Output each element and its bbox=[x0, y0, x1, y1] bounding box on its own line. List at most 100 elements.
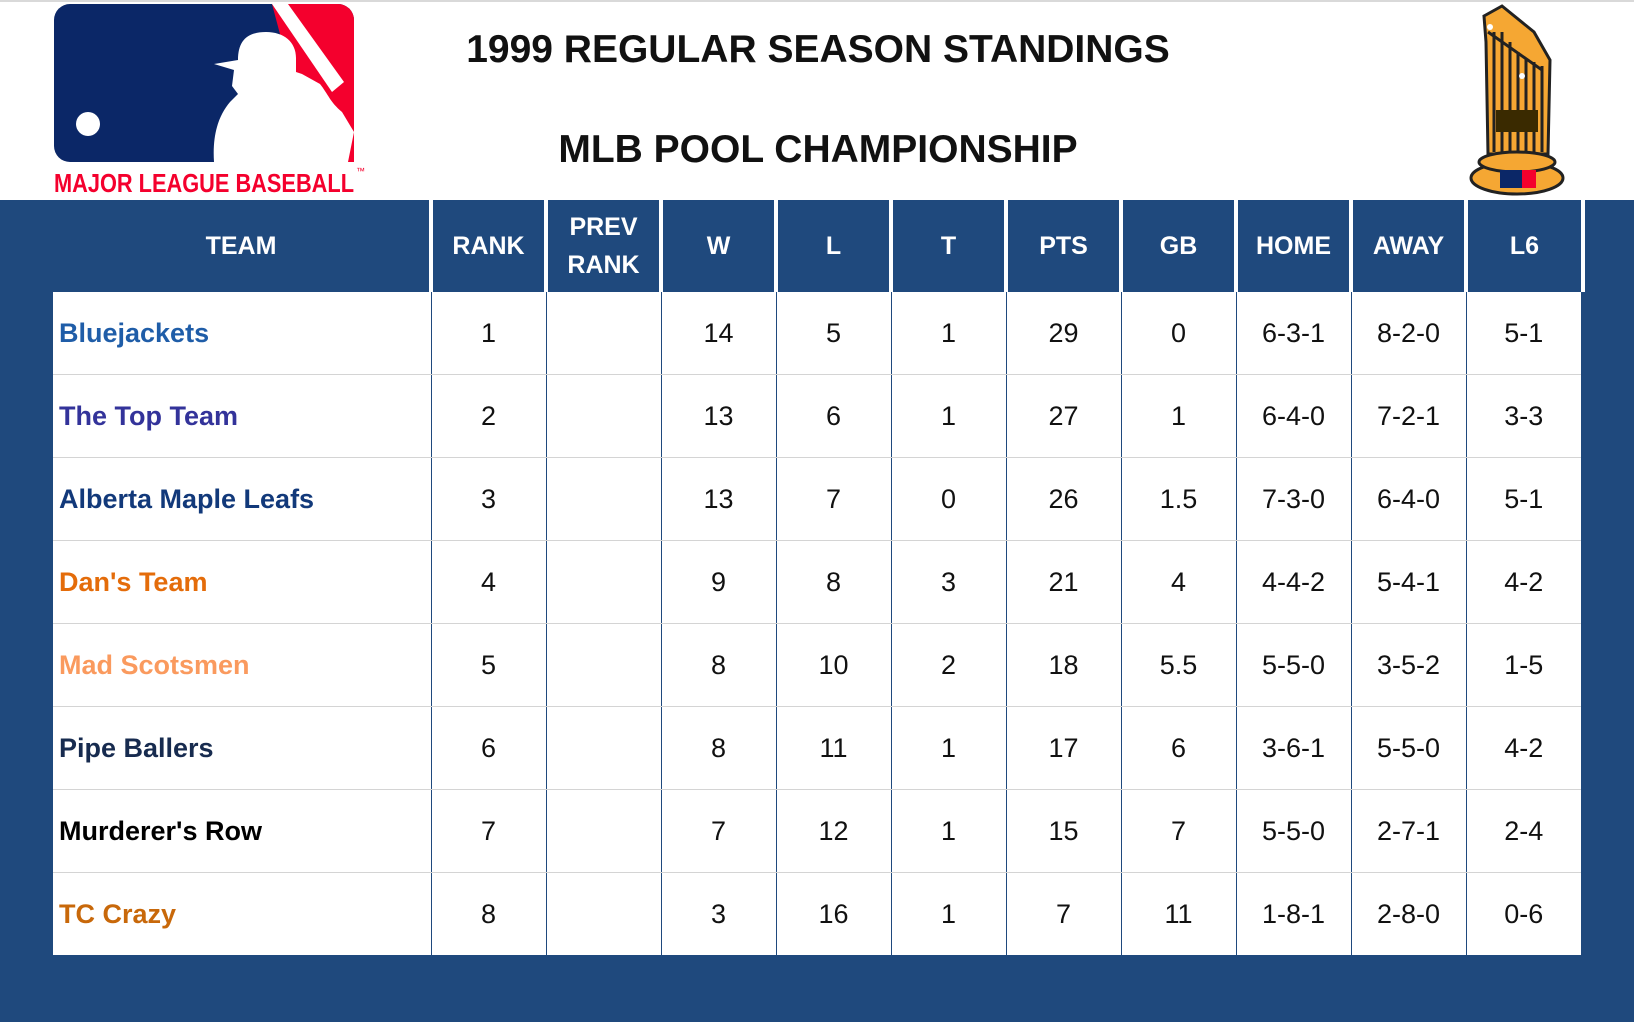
page-title: 1999 REGULAR SEASON STANDINGS bbox=[466, 28, 1170, 71]
col-t: T bbox=[889, 200, 1006, 292]
cell-l6: 5-1 bbox=[1465, 292, 1581, 375]
cell-gb: 5.5 bbox=[1120, 623, 1236, 707]
cell-l6: 0-6 bbox=[1465, 872, 1581, 955]
cell-l: 12 bbox=[775, 789, 891, 873]
cell-l6: 1-5 bbox=[1465, 623, 1581, 707]
cell-t: 0 bbox=[890, 457, 1006, 541]
col-w: W bbox=[659, 200, 776, 292]
cell-w: 13 bbox=[660, 374, 776, 458]
cell-l: 5 bbox=[775, 292, 891, 375]
top-border bbox=[0, 0, 1634, 2]
cell-rank: 4 bbox=[430, 540, 546, 624]
cell-gb: 6 bbox=[1120, 706, 1236, 790]
cell-t: 3 bbox=[890, 540, 1006, 624]
cell-home: 3-6-1 bbox=[1235, 706, 1351, 790]
cell-away: 3-5-2 bbox=[1350, 623, 1466, 707]
cell-home: 1-8-1 bbox=[1235, 872, 1351, 955]
table-row: Mad Scotsmen 5 8 10 2 18 5.5 5-5-0 3-5-2 1-5 bbox=[53, 623, 1581, 707]
cell-prev bbox=[545, 540, 661, 624]
cell-team: The Top Team bbox=[53, 374, 431, 458]
col-gb: GB bbox=[1119, 200, 1236, 292]
cell-w: 14 bbox=[660, 292, 776, 375]
header-divider bbox=[1581, 200, 1585, 292]
cell-t: 1 bbox=[890, 706, 1006, 790]
cell-team: Dan's Team bbox=[53, 540, 431, 624]
cell-l: 8 bbox=[775, 540, 891, 624]
table-row: Dan's Team 4 9 8 3 21 4 4-4-2 5-4-1 4-2 bbox=[53, 540, 1581, 624]
cell-w: 9 bbox=[660, 540, 776, 624]
cell-l: 6 bbox=[775, 374, 891, 458]
logo-text: MAJOR LEAGUE BASEBALL bbox=[54, 168, 354, 198]
cell-prev bbox=[545, 457, 661, 541]
cell-l6: 5-1 bbox=[1465, 457, 1581, 541]
cell-home: 7-3-0 bbox=[1235, 457, 1351, 541]
cell-w: 3 bbox=[660, 872, 776, 955]
cell-prev bbox=[545, 706, 661, 790]
cell-gb: 11 bbox=[1120, 872, 1236, 955]
col-prev-rank: PREV RANK bbox=[544, 200, 661, 292]
cell-home: 4-4-2 bbox=[1235, 540, 1351, 624]
cell-prev bbox=[545, 623, 661, 707]
cell-team: Murderer's Row bbox=[53, 789, 431, 873]
col-l6: L6 bbox=[1464, 200, 1581, 292]
cell-pts: 29 bbox=[1005, 292, 1121, 375]
table-row: TC Crazy 8 3 16 1 7 11 1-8-1 2-8-0 0-6 bbox=[53, 872, 1581, 955]
col-home: HOME bbox=[1234, 200, 1351, 292]
standings-table: TEAM RANK PREV RANK W L T PTS GB HOME AWA… bbox=[53, 200, 1581, 955]
header-row: TEAM RANK PREV RANK W L T PTS GB HOME AWA… bbox=[53, 200, 1581, 292]
cell-rank: 7 bbox=[430, 789, 546, 873]
logo-tm: ™ bbox=[356, 166, 365, 176]
cell-prev bbox=[545, 292, 661, 375]
col-prev-rank-line2: RANK bbox=[567, 251, 640, 279]
cell-l6: 4-2 bbox=[1465, 706, 1581, 790]
cell-away: 2-7-1 bbox=[1350, 789, 1466, 873]
cell-rank: 8 bbox=[430, 872, 546, 955]
cell-away: 7-2-1 bbox=[1350, 374, 1466, 458]
cell-away: 5-4-1 bbox=[1350, 540, 1466, 624]
cell-gb: 1 bbox=[1120, 374, 1236, 458]
page-subtitle: MLB POOL CHAMPIONSHIP bbox=[558, 128, 1078, 171]
col-prev-rank-line1: PREV bbox=[569, 213, 638, 241]
cell-l6: 4-2 bbox=[1465, 540, 1581, 624]
cell-pts: 15 bbox=[1005, 789, 1121, 873]
cell-l6: 3-3 bbox=[1465, 374, 1581, 458]
cell-team: Pipe Ballers bbox=[53, 706, 431, 790]
cell-home: 5-5-0 bbox=[1235, 623, 1351, 707]
cell-l: 11 bbox=[775, 706, 891, 790]
cell-t: 2 bbox=[890, 623, 1006, 707]
cell-prev bbox=[545, 374, 661, 458]
table-row: Murderer's Row 7 7 12 1 15 7 5-5-0 2-7-1 2-4 bbox=[53, 789, 1581, 873]
cell-w: 13 bbox=[660, 457, 776, 541]
cell-away: 8-2-0 bbox=[1350, 292, 1466, 375]
cell-l6: 2-4 bbox=[1465, 789, 1581, 873]
cell-home: 5-5-0 bbox=[1235, 789, 1351, 873]
cell-t: 1 bbox=[890, 789, 1006, 873]
cell-t: 1 bbox=[890, 872, 1006, 955]
cell-pts: 18 bbox=[1005, 623, 1121, 707]
cell-home: 6-4-0 bbox=[1235, 374, 1351, 458]
cell-rank: 6 bbox=[430, 706, 546, 790]
cell-prev bbox=[545, 789, 661, 873]
cell-gb: 7 bbox=[1120, 789, 1236, 873]
cell-prev bbox=[545, 872, 661, 955]
cell-l: 16 bbox=[775, 872, 891, 955]
cell-away: 5-5-0 bbox=[1350, 706, 1466, 790]
cell-pts: 27 bbox=[1005, 374, 1121, 458]
cell-l: 7 bbox=[775, 457, 891, 541]
cell-rank: 1 bbox=[430, 292, 546, 375]
cell-w: 7 bbox=[660, 789, 776, 873]
cell-rank: 2 bbox=[430, 374, 546, 458]
col-team: TEAM bbox=[53, 200, 431, 292]
cell-rank: 3 bbox=[430, 457, 546, 541]
cell-l: 10 bbox=[775, 623, 891, 707]
table-row: Pipe Ballers 6 8 11 1 17 6 3-6-1 5-5-0 4-2 bbox=[53, 706, 1581, 790]
cell-team: TC Crazy bbox=[53, 872, 431, 955]
cell-w: 8 bbox=[660, 623, 776, 707]
col-l: L bbox=[774, 200, 891, 292]
cell-away: 2-8-0 bbox=[1350, 872, 1466, 955]
cell-away: 6-4-0 bbox=[1350, 457, 1466, 541]
cell-rank: 5 bbox=[430, 623, 546, 707]
table-row: Alberta Maple Leafs 3 13 7 0 26 1.5 7-3-0 6-4-0 5… bbox=[53, 457, 1581, 541]
cell-t: 1 bbox=[890, 374, 1006, 458]
cell-team: Mad Scotsmen bbox=[53, 623, 431, 707]
